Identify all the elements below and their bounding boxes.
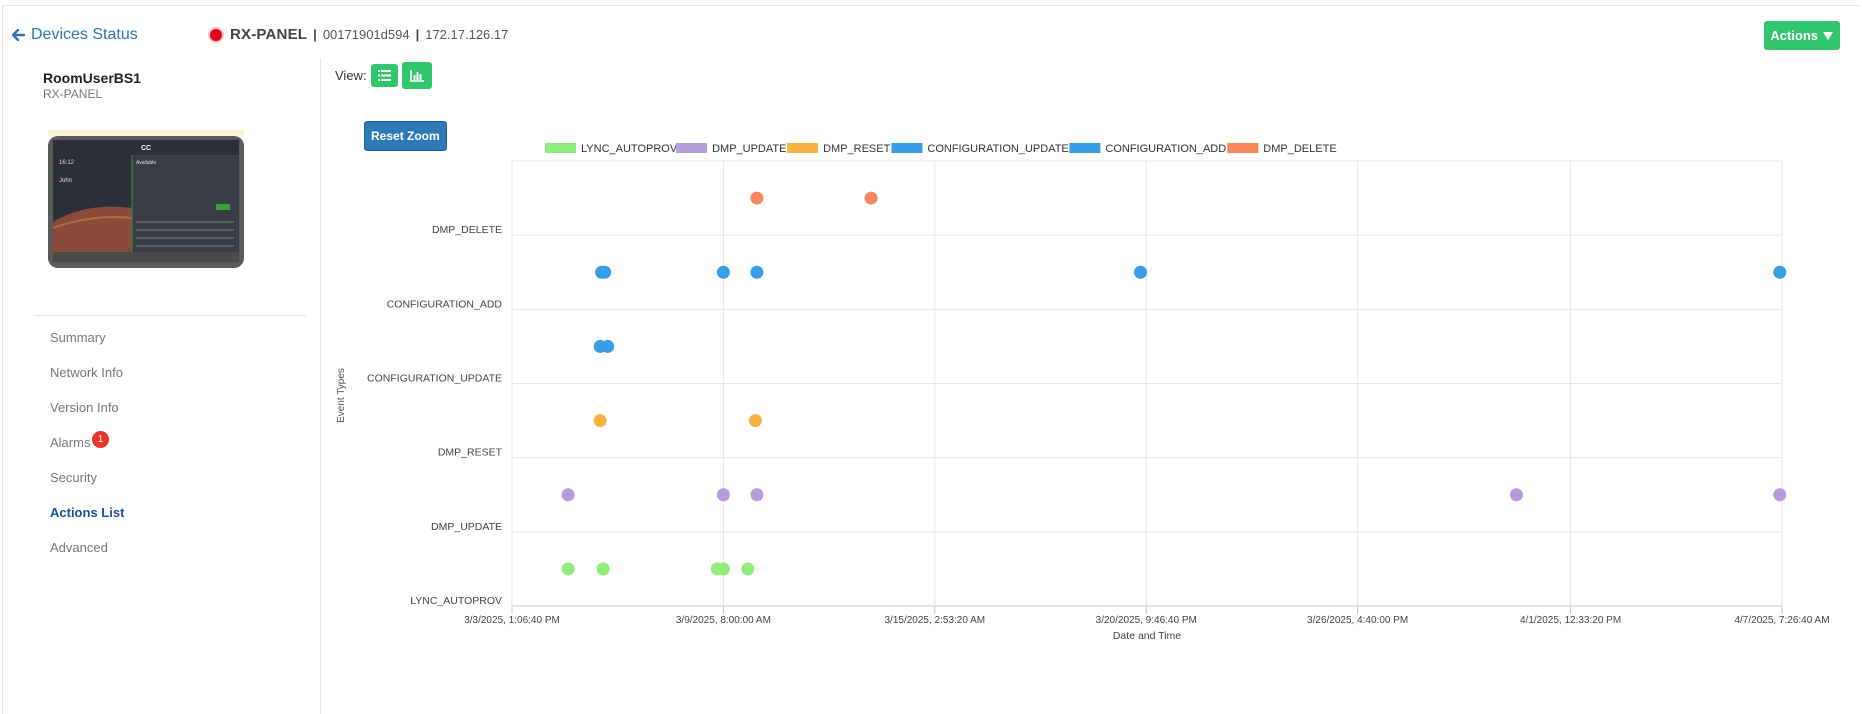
legend-label[interactable]: DMP_DELETE	[1263, 143, 1336, 155]
device-header: RX-PANEL | 00171901d594 | 172.17.126.17	[210, 26, 508, 43]
room-type: RX-PANEL	[43, 87, 103, 101]
event-scatter-chart[interactable]: Use the mouse wheel to zoom in and out, …	[330, 140, 1850, 660]
sidebar-item-label: Version Info	[50, 400, 119, 415]
sidebar-divider	[34, 315, 306, 316]
device-id: 00171901d594	[322, 27, 410, 42]
x-tick-label: 4/7/2025, 7:26:40 AM	[1734, 615, 1829, 626]
y-category-label: CONFIGURATION_UPDATE	[367, 373, 502, 385]
data-point[interactable]	[716, 562, 730, 576]
device-name: RX-PANEL	[230, 26, 308, 43]
sidebar-item-actions-list[interactable]: Actions List	[50, 505, 124, 540]
x-tick-label: 3/26/2025, 4:40:00 PM	[1307, 615, 1408, 626]
legend-label[interactable]: DMP_RESET	[823, 143, 891, 155]
x-tick-label: 3/9/2025, 8:00:00 AM	[676, 615, 771, 626]
x-axis-title: Date and Time	[1113, 630, 1181, 642]
data-point[interactable]	[750, 265, 764, 279]
data-point[interactable]	[601, 339, 615, 353]
data-point[interactable]	[1773, 265, 1787, 279]
thumbnail-logo: CC	[141, 145, 151, 152]
separator: |	[415, 27, 420, 42]
device-ip: 172.17.126.17	[425, 27, 509, 42]
sidebar-item-label: Actions List	[50, 505, 125, 520]
data-point[interactable]	[1773, 488, 1787, 502]
actions-label: Actions	[1770, 28, 1818, 43]
sidebar-item-version-info[interactable]: Version Info	[50, 400, 124, 435]
sidebar-item-security[interactable]: Security	[50, 470, 124, 505]
data-point[interactable]	[750, 191, 764, 205]
chart-view-button[interactable]	[401, 62, 432, 89]
y-axis-title: Event Types	[336, 368, 347, 423]
list-view-button[interactable]	[370, 64, 398, 87]
data-point[interactable]	[598, 265, 612, 279]
data-point[interactable]	[596, 562, 610, 576]
data-point[interactable]	[561, 488, 575, 502]
data-point[interactable]	[1133, 265, 1147, 279]
legend-swatch[interactable]	[891, 143, 923, 153]
data-point[interactable]	[561, 562, 575, 576]
panel-divider	[320, 58, 321, 714]
back-label: Devices Status	[31, 26, 138, 43]
legend-label[interactable]: CONFIGURATION_ADD	[1105, 143, 1226, 155]
data-point[interactable]	[593, 414, 607, 428]
list-icon	[377, 70, 391, 81]
legend-swatch[interactable]	[545, 143, 576, 153]
data-point[interactable]	[864, 191, 878, 205]
sidebar-item-label: Alarms	[50, 435, 91, 450]
data-point[interactable]	[750, 488, 764, 502]
x-tick-label: 3/3/2025, 1:06:40 PM	[464, 615, 560, 626]
page-frame	[2, 5, 1860, 714]
data-point[interactable]	[716, 265, 730, 279]
bar-chart-icon	[409, 69, 424, 82]
alarm-count-badge: 1	[92, 431, 109, 448]
y-category-label: DMP_DELETE	[432, 224, 502, 236]
view-label: View:	[335, 68, 367, 83]
legend-label[interactable]: DMP_UPDATE	[712, 143, 786, 155]
data-point[interactable]	[1509, 488, 1523, 502]
thumbnail-time: 16:12	[59, 160, 75, 166]
sidebar-nav: Summary Network Info Version Info Alarms…	[50, 330, 124, 575]
arrow-left-icon	[12, 29, 25, 41]
sidebar-item-summary[interactable]: Summary	[50, 330, 124, 365]
data-point[interactable]	[716, 488, 730, 502]
actions-button[interactable]: Actions	[1764, 21, 1840, 50]
legend-swatch[interactable]	[676, 143, 708, 153]
reset-zoom-button[interactable]: Reset Zoom	[364, 121, 447, 151]
sidebar-item-label: Security	[50, 470, 97, 485]
room-name: RoomUserBS1	[43, 70, 142, 86]
data-point[interactable]	[741, 562, 755, 576]
legend-swatch[interactable]	[1227, 143, 1259, 153]
legend-label[interactable]: CONFIGURATION_UPDATE	[927, 143, 1068, 155]
sidebar-item-label: Advanced	[50, 540, 108, 555]
caret-down-icon	[1823, 31, 1833, 40]
thumbnail-user: John	[59, 178, 72, 184]
y-category-label: LYNC_AUTOPROV	[410, 595, 502, 607]
y-category-label: DMP_RESET	[438, 447, 503, 459]
back-to-devices-status[interactable]: Devices Status	[12, 26, 138, 44]
sidebar-item-alarms[interactable]: Alarms 1	[50, 431, 124, 470]
sidebar-item-network-info[interactable]: Network Info	[50, 365, 124, 400]
y-category-label: DMP_UPDATE	[431, 521, 502, 533]
legend-swatch[interactable]	[787, 143, 819, 153]
room-info: RoomUserBS1 RX-PANEL	[43, 70, 141, 101]
y-category-label: CONFIGURATION_ADD	[387, 298, 503, 310]
separator: |	[313, 27, 317, 42]
x-tick-label: 3/20/2025, 9:46:40 PM	[1096, 615, 1197, 626]
sidebar-item-label: Summary	[50, 330, 106, 345]
sidebar-item-label: Network Info	[50, 365, 123, 380]
status-dot-icon	[210, 28, 222, 41]
data-point[interactable]	[748, 414, 762, 428]
x-tick-label: 3/15/2025, 2:53:20 AM	[885, 615, 986, 626]
legend-swatch[interactable]	[1069, 143, 1101, 153]
thumbnail-status: Available	[136, 160, 156, 166]
device-thumbnail: CC 16:12 John Available	[48, 130, 244, 268]
x-tick-label: 4/1/2025, 12:33:20 PM	[1520, 615, 1621, 626]
view-toggle: View:	[335, 62, 432, 89]
sidebar-item-advanced[interactable]: Advanced	[50, 540, 124, 575]
legend-label[interactable]: LYNC_AUTOPROV	[581, 143, 678, 155]
